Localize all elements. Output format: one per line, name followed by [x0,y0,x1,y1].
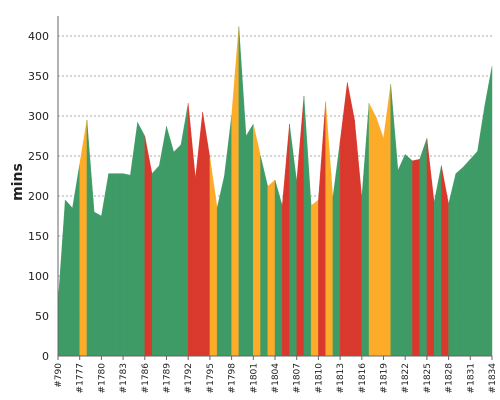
area-segment-#1829 [455,166,464,357]
x-tick-label: #1816 [358,363,368,394]
area-segment-#1821 [397,154,406,357]
y-tick-label: 350 [28,70,49,83]
area-segment-#1784 [130,122,138,357]
x-tick-label: #1822 [401,363,411,393]
area-segment-#1782 [115,173,124,357]
x-tick-label: #1786 [141,363,151,394]
x-tick-label: #1813 [336,363,346,393]
y-tick-label: 300 [28,110,49,123]
area-segment-#1785 [137,122,146,357]
area-segment-#1816 [361,103,370,357]
area-segment-#1790 [173,144,182,357]
area-segment-#1810 [318,101,326,357]
area-segment-#1811 [325,101,334,357]
area-segment-#1780 [101,173,109,357]
x-tick-label: #1804 [271,363,281,394]
area-segment-#1814 [347,82,355,357]
area-segment-#1791 [180,103,189,357]
area-segment-#1803 [267,179,276,357]
x-tick-label: #1825 [423,363,433,393]
area-segment-#1786 [144,135,153,357]
area-segment-#1795 [209,157,218,357]
area-segment-#1801 [253,123,261,357]
area-segment-#1779 [93,211,102,357]
area-segment-#1798 [231,26,240,357]
area-segment-#1777 [79,119,88,357]
area-segment-#1783 [122,173,131,357]
y-tick-label: 150 [28,230,49,243]
area-segment-#1792 [187,103,196,357]
x-tick-label: #790 [54,363,64,388]
area-segment-#1776 [72,163,80,357]
area-segment-#1818 [376,117,384,357]
area-segment-#1812 [332,141,341,357]
area-segment-#1824 [419,138,428,357]
y-axis-label: mins [10,163,26,201]
area-segment-#1817 [368,103,377,357]
y-tick-label: 200 [28,190,49,203]
y-tick-labels: 0 50 100 150 200 250 300 350 400 [28,30,49,363]
area-segment-#1793 [195,111,203,357]
area-segment-#1807 [296,95,305,357]
area-segment-#1778 [86,119,95,357]
area-segment-#1828 [448,173,457,357]
x-tick-label: #1789 [163,363,173,394]
area-segment-#1819 [383,83,391,357]
area-segment-#1822 [405,153,413,357]
area-segment-#1804 [274,179,283,357]
area-bands [57,26,493,357]
y-tick-label: 100 [28,270,49,283]
x-tick-label: #1834 [488,363,498,394]
area-segment-#1826 [433,165,442,357]
y-tick-label: 0 [42,350,49,363]
x-tick-label: #1801 [249,363,259,393]
area-segment-#1800 [245,123,254,357]
area-segment-#1815 [354,119,362,357]
area-segment-#1797 [224,115,232,357]
area-segment-#1833 [484,66,493,357]
area-segment-#1827 [441,165,449,357]
area-segment-#1831 [470,150,478,357]
area-segment-#1823 [412,158,420,357]
x-tick-label: #1780 [97,363,107,394]
y-tick-label: 250 [28,150,49,163]
area-segment-#1806 [289,123,297,357]
area-segment-#1825 [426,138,435,357]
x-tick-label: #1810 [314,363,324,394]
x-tick-label: #1792 [184,363,194,393]
area-segment-#1781 [108,173,117,357]
x-tick-label: #1798 [228,363,238,394]
area-segment-#1830 [462,158,471,357]
area-segment-#790 [57,199,66,357]
area-segment-#1802 [260,155,268,357]
area-segment-#1813 [339,82,348,357]
x-tick-label: #1807 [293,363,303,393]
x-tick-labels: #790 #1777 #1780 #1783 #1786 #1789 #1792 #1795 #… [54,356,498,393]
area-segment-#1805 [282,123,290,357]
area-segment-#1796 [216,175,225,357]
x-tick-label: #1828 [445,363,455,394]
x-tick-label: #1819 [380,363,390,394]
y-tick-label: 400 [28,30,49,43]
area-segment-#1788 [159,126,167,357]
area-segment-#1832 [477,105,485,357]
area-segment-#1775 [65,199,73,357]
area-segment-#1820 [390,83,399,357]
area-segment-#1794 [202,111,211,357]
x-tick-label: #1777 [76,363,86,393]
x-tick-label: #1795 [206,363,216,393]
x-tick-label: #1831 [466,363,476,393]
area-segment-#1809 [310,199,319,357]
area-segment-#1808 [303,95,312,357]
area-segment-#1789 [166,126,174,357]
area-segment-#1787 [151,165,160,357]
y-tick-label: 50 [35,310,49,323]
x-tick-label: #1783 [119,363,129,393]
